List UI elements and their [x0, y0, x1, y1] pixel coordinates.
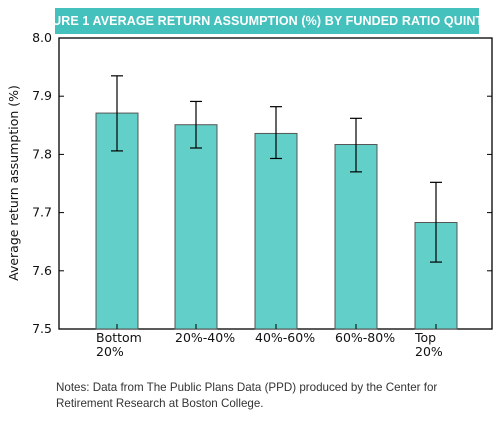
- x-tick-label-line: 40%-60%: [255, 330, 315, 345]
- bar: [174, 124, 218, 330]
- x-tick-label-line: 20%-40%: [175, 330, 235, 345]
- x-tick-label-line: 60%-80%: [335, 330, 395, 345]
- x-tick-label: Top 20%: [414, 330, 443, 359]
- figure-title: FIGURE 1 AVERAGE RETURN ASSUMPTION (%) B…: [30, 14, 500, 28]
- x-tick-label-line: Bottom: [96, 330, 142, 345]
- x-tick-label: Bottom 20%: [96, 330, 142, 359]
- figure-title-banner: FIGURE 1 AVERAGE RETURN ASSUMPTION (%) B…: [31, 8, 500, 34]
- figure-notes: Notes: Data from The Public Plans Data (…: [56, 381, 438, 410]
- y-tick-label: 7.6: [32, 263, 52, 278]
- x-tick-label: 20%-40%: [175, 330, 235, 345]
- y-tick-label: 7.8: [32, 146, 52, 161]
- y-tick-label: 7.5: [32, 321, 52, 336]
- y-tick-label: 7.7: [32, 205, 52, 220]
- bar: [334, 144, 378, 330]
- x-tick-label-line: 20%: [96, 344, 124, 359]
- y-axis-label: Average return assumption (%): [6, 85, 21, 281]
- x-tick-label-line: 20%: [415, 344, 443, 359]
- x-tick-label: 40%-60%: [255, 330, 315, 345]
- x-tick-label-line: Top: [414, 330, 436, 345]
- x-tick-label: 60%-80%: [335, 330, 395, 345]
- y-tick-label: 8.0: [32, 30, 52, 45]
- y-tick-label: 7.9: [32, 88, 52, 103]
- bar: [254, 132, 298, 330]
